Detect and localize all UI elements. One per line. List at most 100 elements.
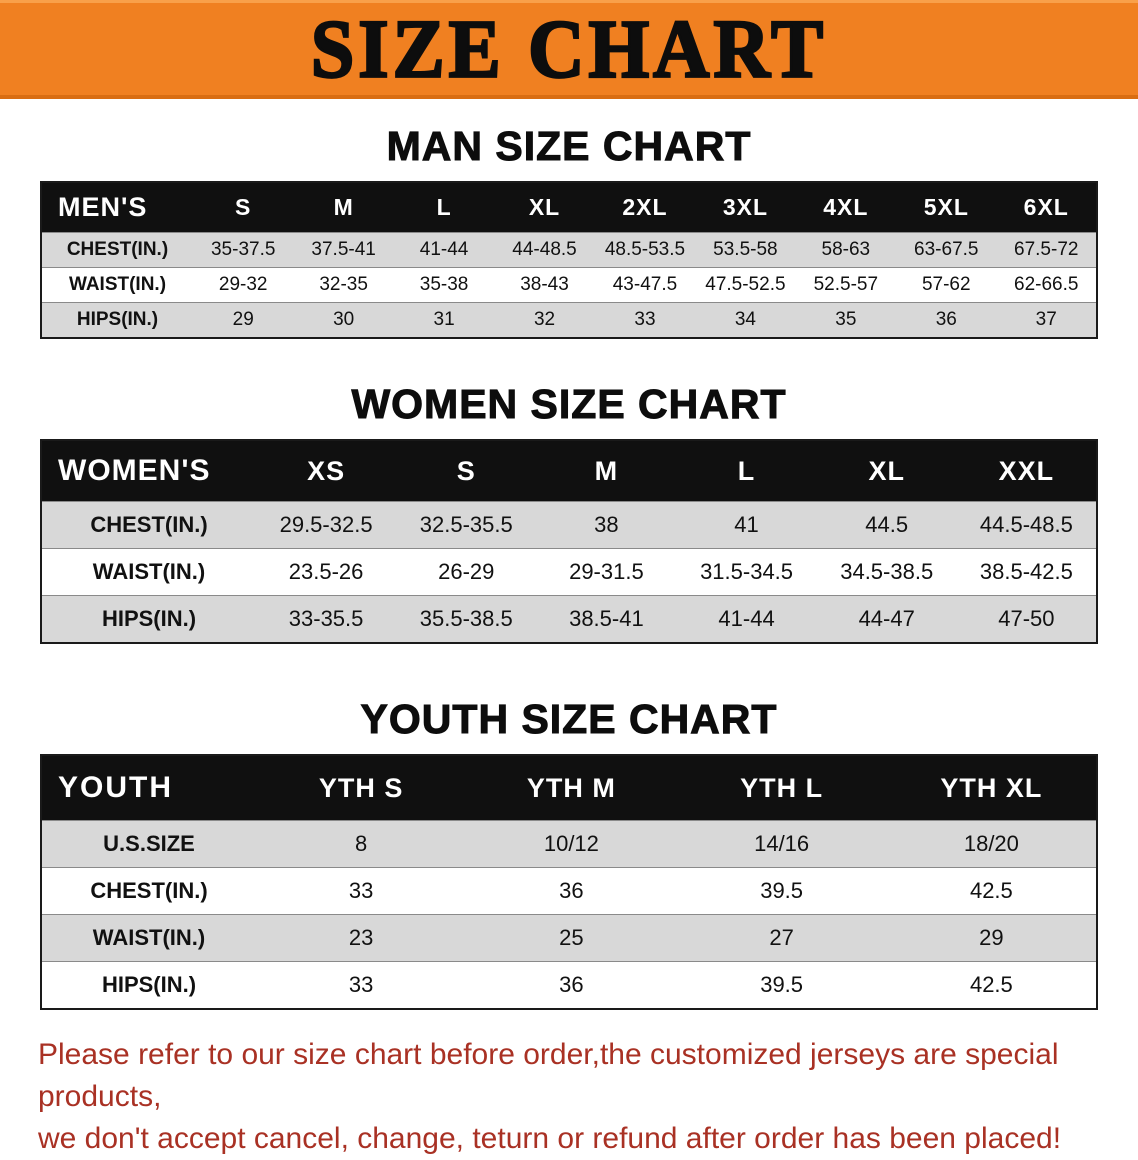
value-cell: 14/16 (676, 820, 887, 868)
value-cell: 37 (996, 302, 1097, 338)
size-header-cell: 4XL (795, 182, 897, 233)
value-cell: 8 (256, 820, 467, 868)
men-section-heading: MAN SIZE CHART (386, 123, 752, 170)
row-label-cell: CHEST(IN.) (41, 232, 193, 268)
size-chart-banner: SIZE CHART (0, 0, 1138, 99)
value-cell: 67.5-72 (996, 232, 1097, 268)
table-row: CHEST(IN.) 33 36 39.5 42.5 (41, 867, 1097, 915)
value-cell: 41 (676, 501, 817, 549)
value-cell: 41-44 (393, 232, 495, 268)
value-cell: 35 (795, 302, 897, 338)
men-size-table: MEN'S S M L XL 2XL 3XL 4XL 5XL 6XL CHEST(IN.) 35-37… (40, 181, 1098, 339)
value-cell: 33 (256, 961, 467, 1009)
size-header-cell: 3XL (695, 182, 796, 233)
value-cell: 26-29 (396, 548, 537, 596)
size-header-cell: L (393, 182, 495, 233)
banner-title: SIZE CHART (310, 2, 828, 95)
size-header-cell: YTH XL (886, 755, 1097, 821)
disclaimer-line-2: we don't accept cancel, change, teturn o… (38, 1122, 1062, 1155)
table-row: CHEST(IN.) 35-37.5 37.5-41 41-44 44-48.5 48.5… (41, 232, 1097, 268)
value-cell: 38.5-41 (536, 595, 677, 643)
size-header-cell: XL (816, 440, 957, 502)
table-row: CHEST(IN.) 29.5-32.5 32.5-35.5 38 41 44.5 44.5… (41, 501, 1097, 549)
value-cell: 57-62 (896, 267, 997, 303)
value-cell: 37.5-41 (293, 232, 394, 268)
value-cell: 62-66.5 (996, 267, 1097, 303)
value-cell: 36 (896, 302, 997, 338)
table-row: U.S.SIZE 8 10/12 14/16 18/20 (41, 820, 1097, 868)
size-header-cell: 5XL (896, 182, 997, 233)
value-cell: 38.5-42.5 (956, 548, 1097, 596)
size-header-cell: XXL (956, 440, 1097, 502)
value-cell: 38-43 (494, 267, 595, 303)
value-cell: 44-47 (816, 595, 957, 643)
youth-section-heading: YOUTH SIZE CHART (360, 696, 778, 743)
value-cell: 39.5 (676, 867, 887, 915)
value-cell: 35.5-38.5 (396, 595, 537, 643)
size-header-cell: S (396, 440, 537, 502)
value-cell: 47-50 (956, 595, 1097, 643)
table-title-cell: WOMEN'S (41, 440, 256, 502)
value-cell: 18/20 (886, 820, 1097, 868)
value-cell: 29.5-32.5 (256, 501, 397, 549)
value-cell: 42.5 (886, 867, 1097, 915)
value-cell: 25 (466, 914, 677, 962)
value-cell: 30 (293, 302, 394, 338)
value-cell: 32.5-35.5 (396, 501, 537, 549)
size-header-cell: YTH M (466, 755, 677, 821)
value-cell: 23 (256, 914, 467, 962)
size-header-cell: 6XL (996, 182, 1097, 233)
size-header-cell: YTH S (256, 755, 467, 821)
value-cell: 36 (466, 867, 677, 915)
value-cell: 27 (676, 914, 887, 962)
row-label-cell: CHEST(IN.) (41, 501, 256, 549)
value-cell: 35-38 (393, 267, 495, 303)
size-header-cell: M (293, 182, 394, 233)
value-cell: 29 (193, 302, 294, 338)
value-cell: 29-31.5 (536, 548, 677, 596)
row-label-cell: WAIST(IN.) (41, 548, 256, 596)
table-row: WAIST(IN.) 23 25 27 29 (41, 914, 1097, 962)
row-label-cell: HIPS(IN.) (41, 595, 256, 643)
value-cell: 35-37.5 (193, 232, 294, 268)
order-disclaimer: Please refer to our size chart before or… (38, 1034, 1102, 1160)
value-cell: 34 (695, 302, 796, 338)
value-cell: 38 (536, 501, 677, 549)
value-cell: 23.5-26 (256, 548, 397, 596)
value-cell: 31.5-34.5 (676, 548, 817, 596)
row-label-cell: HIPS(IN.) (41, 961, 256, 1009)
value-cell: 53.5-58 (695, 232, 796, 268)
size-header-cell: YTH L (676, 755, 887, 821)
value-cell: 10/12 (466, 820, 677, 868)
table-title-cell: YOUTH (41, 755, 256, 821)
value-cell: 29 (886, 914, 1097, 962)
row-label-cell: U.S.SIZE (41, 820, 256, 868)
value-cell: 41-44 (676, 595, 817, 643)
table-title-cell: MEN'S (41, 182, 193, 233)
women-section-heading: WOMEN SIZE CHART (351, 381, 787, 428)
youth-size-table: YOUTH YTH S YTH M YTH L YTH XL U.S.SIZE 8 10/12… (40, 754, 1098, 1010)
value-cell: 29-32 (193, 267, 294, 303)
value-cell: 34.5-38.5 (816, 548, 957, 596)
table-row: WAIST(IN.) 23.5-26 26-29 29-31.5 31.5-34.5 34… (41, 548, 1097, 596)
value-cell: 32 (494, 302, 595, 338)
size-header-cell: M (536, 440, 677, 502)
table-header-row: YOUTH YTH S YTH M YTH L YTH XL (41, 755, 1097, 821)
table-header-row: MEN'S S M L XL 2XL 3XL 4XL 5XL 6XL (41, 182, 1097, 233)
value-cell: 52.5-57 (795, 267, 897, 303)
value-cell: 48.5-53.5 (594, 232, 696, 268)
value-cell: 58-63 (795, 232, 897, 268)
table-header-row: WOMEN'S XS S M L XL XXL (41, 440, 1097, 502)
value-cell: 47.5-52.5 (695, 267, 796, 303)
table-row: HIPS(IN.) 33 36 39.5 42.5 (41, 961, 1097, 1009)
value-cell: 43-47.5 (594, 267, 696, 303)
row-label-cell: CHEST(IN.) (41, 867, 256, 915)
size-header-cell: XS (256, 440, 397, 502)
size-header-cell: L (676, 440, 817, 502)
value-cell: 33 (594, 302, 696, 338)
women-size-table: WOMEN'S XS S M L XL XXL CHEST(IN.) 29.5-32.5 32.5… (40, 439, 1098, 644)
size-header-cell: S (193, 182, 294, 233)
row-label-cell: WAIST(IN.) (41, 267, 193, 303)
value-cell: 39.5 (676, 961, 887, 1009)
table-row: WAIST(IN.) 29-32 32-35 35-38 38-43 43-47.5 47.… (41, 267, 1097, 303)
